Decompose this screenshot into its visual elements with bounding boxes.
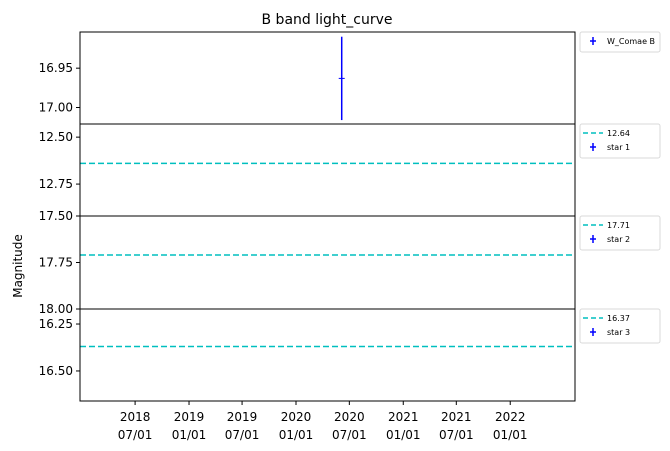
x-tick-label-year: 2021: [388, 410, 419, 424]
y-tick-label: 17.50: [39, 209, 73, 223]
legend-label: 12.64: [607, 129, 630, 138]
legend-label: W_Comae B: [607, 37, 655, 46]
legend-frame: [579, 31, 661, 53]
x-axis: 2018 07/01 2019 01/01 2019 07/01 2020 01/01 2020…: [118, 401, 528, 442]
panel-frame: [79, 308, 576, 402]
legend: 17.71 star 2: [579, 215, 661, 251]
y-tick-label: 16.95: [39, 61, 73, 75]
panel-2: 12.50 12.75 12.64 star 1: [39, 123, 661, 217]
y-tick-label: 16.25: [39, 317, 73, 331]
legend: 16.37 star 3: [579, 308, 661, 344]
panel-frame: [79, 31, 576, 125]
y-tick-label: 12.50: [39, 130, 73, 144]
x-tick-label-date: 07/01: [439, 428, 474, 442]
y-axis-label: Magnitude: [11, 234, 25, 298]
panel-4: 16.25 16.50 16.37 star 3: [39, 308, 661, 402]
x-tick-label-year: 2018: [120, 410, 151, 424]
x-tick-label-date: 01/01: [493, 428, 528, 442]
x-tick-label-year: 2021: [441, 410, 472, 424]
x-tick-label-date: 07/01: [332, 428, 367, 442]
y-tick-label: 18.00: [39, 302, 73, 316]
x-tick-label-date: 01/01: [172, 428, 207, 442]
panels-group: 16.95 17.00 W_Comae B 12.50 12.75 12.64 star 1…: [39, 31, 661, 402]
panel-frame: [79, 215, 576, 310]
legend: W_Comae B: [579, 31, 661, 53]
x-tick-label-year: 2019: [174, 410, 205, 424]
x-tick-label-date: 01/01: [386, 428, 421, 442]
legend-label: star 1: [607, 143, 630, 152]
x-tick-label-year: 2019: [227, 410, 258, 424]
panel-3: 17.50 17.75 18.00 17.71 star 2: [39, 209, 661, 316]
x-tick-label-date: 07/01: [118, 428, 153, 442]
panel-1: 16.95 17.00 W_Comae B: [39, 31, 661, 125]
legend-label: star 3: [607, 328, 630, 337]
y-tick-label: 17.75: [39, 256, 73, 270]
x-tick-label-year: 2020: [281, 410, 312, 424]
chart-title: B band light_curve: [262, 12, 393, 28]
x-tick-label-year: 2020: [334, 410, 365, 424]
legend-label: 16.37: [607, 314, 630, 323]
y-tick-label: 17.00: [39, 100, 73, 114]
y-tick-label: 12.75: [39, 177, 73, 191]
y-tick-label: 16.50: [39, 364, 73, 378]
legend-label: star 2: [607, 235, 630, 244]
x-tick-label-date: 07/01: [225, 428, 260, 442]
legend: 12.64 star 1: [579, 123, 661, 159]
x-tick-label-date: 01/01: [279, 428, 314, 442]
legend-label: 17.71: [607, 221, 630, 230]
panel-frame: [79, 123, 576, 217]
x-tick-label-year: 2022: [495, 410, 526, 424]
